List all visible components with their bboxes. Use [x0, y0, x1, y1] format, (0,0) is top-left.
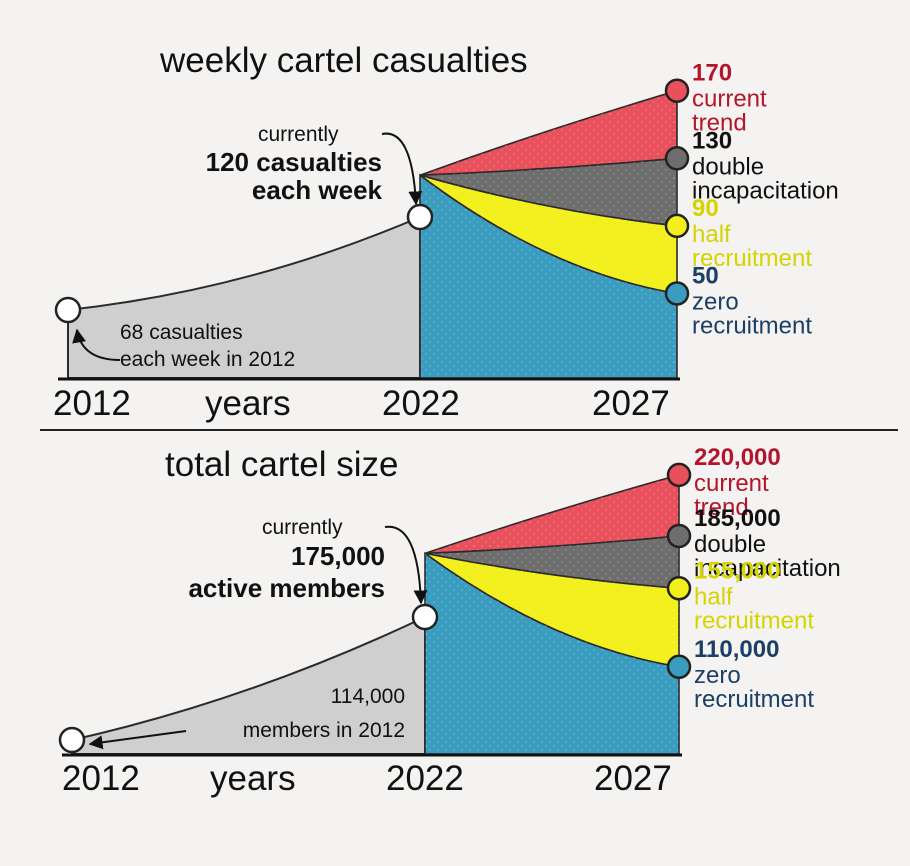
scenario-name-line1: zero: [694, 662, 741, 689]
scenario-labels: 170currenttrend130doubleincapacitation90…: [692, 60, 839, 340]
chart-total-size: total cartel size 2012 years 2022 2027 c…: [58, 444, 841, 798]
scenario-labels: 220,000currenttrend185,000doubleincapaci…: [694, 444, 841, 713]
chart-title: weekly cartel casualties: [159, 41, 528, 80]
annotation-current-arrow: [381, 132, 423, 206]
annotation-start-line2: members in 2012: [243, 719, 405, 742]
annotation-start-line1: 114,000: [331, 685, 405, 708]
scenario-value-label: 185,000: [694, 505, 781, 532]
scenario-name-line1: half: [692, 221, 731, 248]
scenario-area-texture: [425, 535, 679, 589]
annotation-start-line1: 68 casualties: [120, 321, 243, 344]
scenario-value-label: 90: [692, 195, 719, 222]
chart-title: total cartel size: [165, 445, 398, 484]
scenario-name-line2: recruitment: [692, 313, 812, 340]
annotation-start-arrow: [88, 730, 187, 750]
x-tick-2022: 2022: [386, 759, 464, 798]
scenario-name-line1: half: [694, 583, 733, 610]
scenario-area-texture: [420, 90, 677, 176]
scenario-areas: [419, 89, 678, 379]
scenario-area-texture: [425, 553, 679, 754]
endpoint-current-trend: [666, 462, 692, 488]
x-axis-label: years: [210, 759, 296, 798]
scenario-name-line2: trend: [692, 110, 747, 137]
scenario-name-line2: incapacitation: [694, 555, 841, 582]
scenario-endpoints: [664, 78, 690, 306]
annotation-current-line1: currently: [258, 123, 339, 146]
scenario-value-label: 155,000: [694, 557, 781, 584]
scenario-value-label: 110,000: [694, 636, 779, 663]
scenario-areas: [424, 473, 680, 755]
current-point-2022: [406, 203, 434, 231]
scenario-name-line2: recruitment: [694, 607, 814, 634]
x-tick-2022: 2022: [382, 384, 460, 423]
scenario-area-texture: [425, 474, 679, 554]
scenario-value-label: 170: [692, 60, 732, 87]
x-tick-2027: 2027: [594, 759, 672, 798]
endpoint-zero-recruitment: [664, 281, 690, 306]
scenario-value-label: 220,000: [694, 444, 781, 471]
scenario-name-line2: incapacitation: [692, 177, 839, 204]
x-tick-2012: 2012: [62, 759, 140, 798]
scenario-area-texture: [420, 175, 677, 294]
annotation-start-line2: each week in 2012: [120, 348, 295, 371]
endpoint-zero-recruitment: [666, 654, 692, 680]
endpoint-current-trend: [664, 78, 690, 103]
scenario-value-label: 130: [692, 127, 732, 154]
annotation-current-line1: currently: [262, 516, 343, 539]
endpoint-double-incapacitation: [666, 523, 692, 549]
scenario-name-line2: recruitment: [692, 245, 812, 272]
current-point-2022: [411, 603, 439, 631]
scenario-value-label: 50: [692, 263, 719, 290]
scenario-name-line1: double: [694, 531, 766, 558]
scenario-name-line1: current: [692, 86, 767, 113]
start-point-2012: [58, 726, 86, 754]
annotation-current-line3: active members: [188, 573, 385, 603]
scenario-endpoints: [666, 462, 692, 680]
scenario-name-line1: double: [692, 153, 764, 180]
endpoint-half-recruitment: [666, 576, 692, 601]
x-tick-2012: 2012: [53, 384, 131, 423]
scenario-area-texture: [420, 175, 677, 378]
x-axis-label: years: [205, 384, 291, 423]
annotation-current-line3: each week: [252, 175, 383, 205]
scenario-area-texture: [420, 158, 677, 226]
start-point-2012: [54, 296, 82, 324]
annotation-current-arrow: [384, 525, 428, 605]
scenario-name-line1: zero: [692, 289, 739, 316]
scenario-name-line1: current: [694, 470, 769, 497]
scenario-name-line2: trend: [694, 494, 749, 521]
endpoint-half-recruitment: [664, 213, 690, 239]
annotation-start-arrow: [72, 328, 121, 361]
scenario-name-line2: recruitment: [694, 686, 814, 713]
annotation-current-line2: 120 casualties: [206, 147, 382, 177]
x-tick-2027: 2027: [592, 384, 670, 423]
endpoint-double-incapacitation: [664, 146, 690, 171]
chart-weekly-casualties: weekly cartel casualties 2012 years 2022…: [53, 41, 839, 423]
annotation-current-line2: 175,000: [291, 541, 385, 571]
scenario-area-texture: [425, 553, 679, 667]
